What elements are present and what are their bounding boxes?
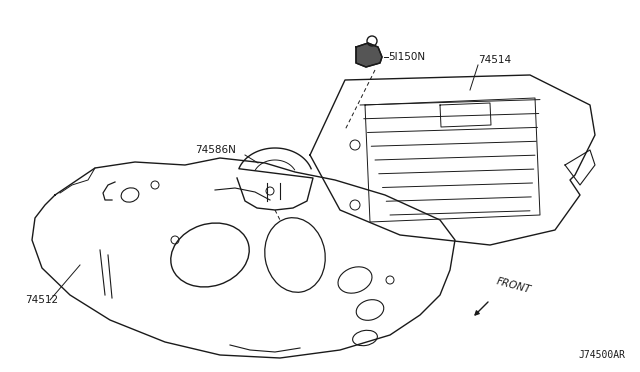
Text: J74500AR: J74500AR bbox=[578, 350, 625, 360]
Text: 74586N: 74586N bbox=[195, 145, 236, 155]
Polygon shape bbox=[356, 43, 382, 67]
Text: 74512: 74512 bbox=[25, 295, 58, 305]
Text: 5I150N: 5I150N bbox=[388, 52, 425, 62]
Text: 74514: 74514 bbox=[478, 55, 511, 65]
Text: FRONT: FRONT bbox=[495, 276, 532, 295]
